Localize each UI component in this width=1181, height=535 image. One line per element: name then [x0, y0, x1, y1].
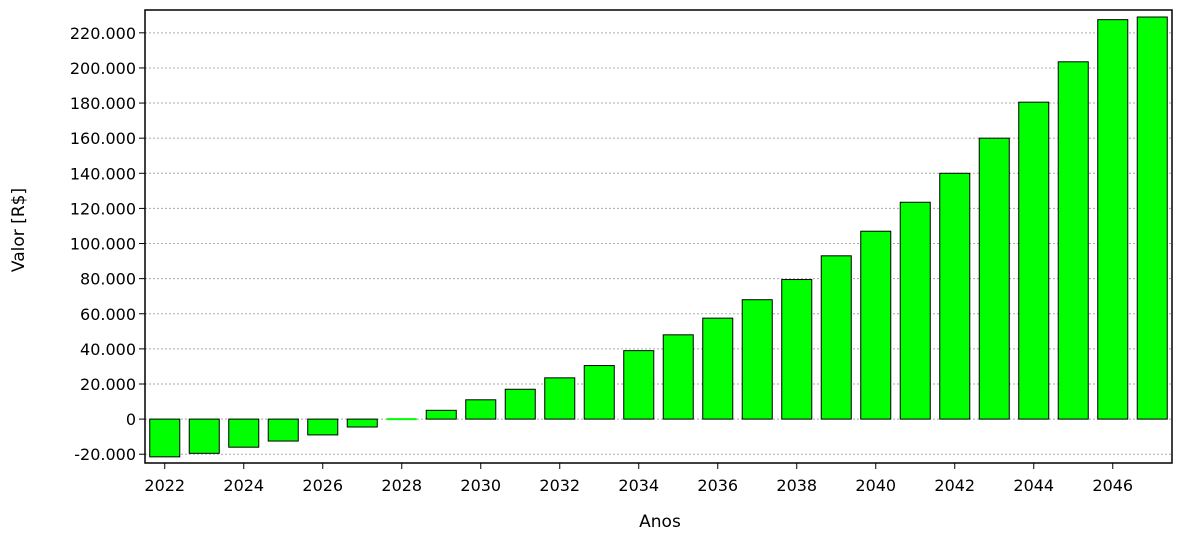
x-tick-label: 2026: [302, 476, 343, 495]
bar-2031: [504, 388, 536, 420]
bar-2032: [544, 377, 576, 420]
y-tick-label: 200.000: [70, 59, 136, 78]
y-tick-label: 40.000: [80, 340, 136, 359]
bar-2033: [583, 365, 615, 420]
x-tick-label: 2022: [144, 476, 185, 495]
y-tick-label: 60.000: [80, 305, 136, 324]
y-tick-label: 160.000: [70, 129, 136, 148]
x-tick-label: 2038: [776, 476, 817, 495]
x-tick-label: 2032: [539, 476, 580, 495]
bar-2047: [1136, 16, 1168, 420]
x-tick-label: 2042: [934, 476, 975, 495]
bar-2041: [899, 201, 931, 420]
axes: [139, 9, 1173, 469]
x-tick-label: 2024: [223, 476, 264, 495]
bar-2035: [662, 334, 694, 420]
bar-2046: [1097, 19, 1129, 420]
y-tick-label: -20.000: [74, 445, 136, 464]
x-tick-label: 2040: [855, 476, 896, 495]
bar-2045: [1057, 61, 1089, 420]
y-axis-title: Valor [R$]: [9, 188, 29, 272]
y-tick-label: 220.000: [70, 24, 136, 43]
y-tick-label: 0: [126, 410, 136, 429]
y-tick-label: 20.000: [80, 375, 136, 394]
y-tick-label: 120.000: [70, 199, 136, 218]
bar-2025: [267, 418, 299, 442]
x-tick-label: 2030: [460, 476, 501, 495]
bar-2044: [1018, 101, 1050, 420]
bars: [149, 16, 1168, 458]
bar-2043: [978, 137, 1010, 420]
x-tick-label: 2044: [1013, 476, 1054, 495]
bar-2027: [346, 418, 378, 428]
bar-2029: [425, 409, 457, 420]
x-tick-label: 2036: [697, 476, 738, 495]
x-tick-labels: 2022 2024 2026 2028 2030 2032 2034 2036 2038 2040…: [144, 476, 1133, 495]
bar-2036: [702, 317, 734, 420]
bar-2039: [820, 255, 852, 420]
x-axis-title: Anos: [639, 512, 681, 532]
bar-2034: [623, 350, 655, 420]
bar-2022: [149, 418, 181, 458]
grid-lines: [145, 32, 1172, 455]
x-tick-label: 2028: [381, 476, 422, 495]
bar-2030: [465, 399, 497, 420]
y-tick-labels: -20.000 0 20.000 40.000 60.000 80.000 100.000 1…: [70, 24, 136, 464]
x-tick-label: 2034: [618, 476, 659, 495]
bar-2024: [228, 418, 260, 448]
y-tick-label: 180.000: [70, 94, 136, 113]
bar-2040: [860, 230, 892, 420]
plot-frame: [144, 9, 1173, 464]
bar-2026: [307, 418, 339, 436]
bar-2037: [741, 299, 773, 420]
x-tick-label: 2046: [1092, 476, 1133, 495]
bar-2038: [781, 279, 813, 420]
bar-2042: [939, 172, 971, 420]
y-tick-label: 80.000: [80, 270, 136, 289]
y-tick-label: 140.000: [70, 164, 136, 183]
bar-2023: [188, 418, 220, 454]
y-tick-label: 100.000: [70, 235, 136, 254]
